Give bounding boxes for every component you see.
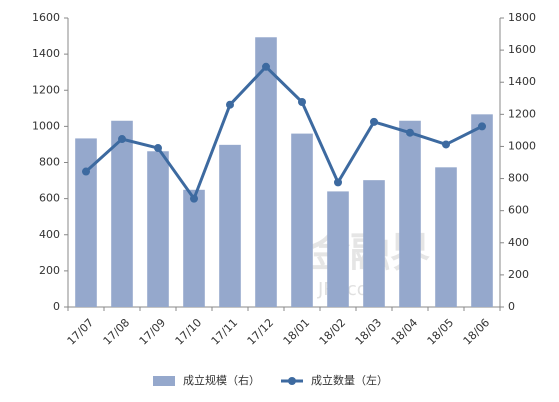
bar	[291, 133, 313, 307]
y-tick-label: 400	[39, 228, 60, 241]
y2-tick-label: 200	[508, 268, 529, 281]
y-tick-label: 1000	[32, 119, 60, 132]
x-tick-label: 17/12	[245, 316, 277, 348]
x-tick-label: 17/09	[137, 316, 169, 348]
point	[334, 178, 342, 187]
bar	[363, 180, 385, 307]
bar	[219, 144, 241, 307]
bar	[399, 120, 421, 307]
point	[226, 100, 234, 109]
y-tick-label: 600	[39, 192, 60, 205]
y-tick-label: 800	[39, 156, 60, 169]
x-tick-label: 17/10	[173, 316, 205, 348]
x-tick-label: 18/01	[281, 316, 313, 348]
bar	[435, 167, 457, 307]
point	[82, 167, 90, 176]
legend-label: 成立规模（右）	[183, 373, 260, 387]
point	[190, 194, 198, 203]
x-tick-label: 18/04	[389, 316, 421, 348]
y-tick-label: 1600	[32, 11, 60, 24]
bar	[327, 191, 349, 307]
y-tick-label: 1400	[32, 47, 60, 60]
y2-tick-label: 1000	[508, 139, 536, 152]
y-tick-label: 1200	[32, 83, 60, 96]
x-tick-label: 17/08	[101, 316, 133, 348]
y-tick-label: 0	[53, 300, 60, 313]
point	[478, 122, 486, 131]
point	[262, 62, 270, 71]
point	[442, 140, 450, 149]
bar	[147, 151, 169, 307]
y2-tick-label: 0	[508, 300, 515, 313]
y2-tick-label: 600	[508, 204, 529, 217]
y-tick-label: 200	[39, 264, 60, 277]
y2-tick-label: 400	[508, 236, 529, 249]
bar	[111, 120, 133, 307]
legend-swatch	[153, 376, 175, 386]
bar	[183, 189, 205, 307]
bar	[471, 114, 493, 307]
x-tick-label: 17/11	[209, 316, 241, 348]
y2-tick-label: 1800	[508, 11, 536, 24]
y2-tick-label: 1600	[508, 43, 536, 56]
line	[84, 64, 483, 202]
point	[118, 135, 126, 144]
bar	[255, 37, 277, 308]
x-tick-label: 17/07	[65, 316, 97, 348]
point	[298, 97, 306, 106]
legend-label: 成立数量（左）	[311, 373, 388, 387]
x-tick-label: 18/05	[425, 316, 457, 348]
legend-swatch	[288, 377, 296, 385]
point	[154, 144, 162, 153]
bar	[75, 138, 97, 307]
y2-tick-label: 800	[508, 172, 529, 185]
x-tick-label: 18/06	[461, 316, 493, 348]
point	[370, 117, 378, 126]
x-tick-label: 18/02	[317, 316, 349, 348]
y2-tick-label: 1200	[508, 107, 536, 120]
point	[406, 128, 414, 137]
y2-tick-label: 1400	[508, 75, 536, 88]
x-tick-label: 18/03	[353, 316, 385, 348]
